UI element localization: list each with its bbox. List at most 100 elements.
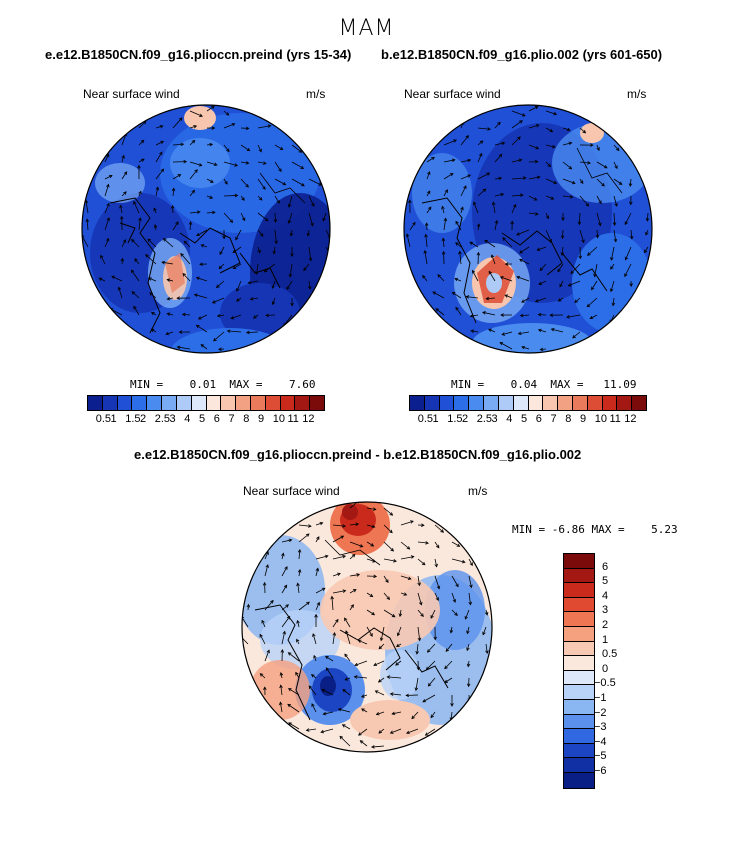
wind-arrow bbox=[383, 592, 390, 600]
wind-arrow bbox=[274, 195, 280, 204]
wind-arrow-head bbox=[434, 563, 438, 568]
wind-arrow-head bbox=[436, 585, 441, 590]
wind-arrow-head bbox=[424, 222, 429, 227]
wind-arrow bbox=[645, 229, 649, 236]
wind-arrow-head bbox=[332, 631, 337, 636]
colorbar-tick-label: 7 bbox=[228, 413, 235, 425]
wind-arrow-head bbox=[574, 299, 578, 303]
wind-arrow bbox=[308, 685, 317, 696]
wind-arrow-head bbox=[466, 630, 470, 635]
wind-arrow-head bbox=[504, 294, 509, 298]
wind-arrow-head bbox=[472, 269, 476, 274]
wind-arrow-head bbox=[504, 262, 509, 266]
wind-arrow bbox=[528, 176, 540, 180]
wind-arrow-head bbox=[395, 662, 399, 666]
wind-arrow bbox=[240, 195, 245, 201]
wind-arrow bbox=[378, 677, 385, 683]
wind-arrow bbox=[434, 558, 438, 567]
wind-arrow-head bbox=[603, 165, 608, 169]
wind-arrow bbox=[450, 626, 453, 633]
wind-arrow-head bbox=[460, 206, 464, 211]
diff-min-value: -6.86 bbox=[551, 523, 585, 536]
wind-arrow-head bbox=[467, 174, 472, 178]
colorbar-tick-label: 2 bbox=[140, 413, 147, 425]
wind-arrow bbox=[291, 178, 305, 187]
wind-arrow-head bbox=[451, 158, 456, 163]
wind-arrow bbox=[366, 541, 374, 547]
wind-arrow-head bbox=[166, 278, 171, 282]
diff-colorbar bbox=[563, 553, 595, 789]
right-min-label: MIN = bbox=[451, 378, 485, 391]
wind-arrow bbox=[138, 121, 147, 129]
wind-arrow bbox=[613, 161, 618, 169]
left-max-value: 7.60 bbox=[289, 378, 316, 391]
wind-arrow bbox=[459, 251, 462, 265]
wind-arrow bbox=[366, 609, 375, 616]
wind-arrow bbox=[189, 169, 198, 180]
wind-arrow bbox=[494, 220, 498, 231]
wind-arrow-head bbox=[430, 714, 434, 719]
wind-arrow-head bbox=[355, 522, 360, 527]
wind-arrow-head bbox=[297, 548, 302, 553]
wind-arrow-head bbox=[219, 251, 223, 256]
wind-arrow-head bbox=[498, 176, 503, 181]
wind-arrow-head bbox=[282, 181, 287, 186]
wind-arrow-head bbox=[337, 707, 342, 712]
wind-arrow-head bbox=[450, 703, 454, 707]
wind-arrow bbox=[297, 583, 300, 594]
colorbar-swatch bbox=[564, 670, 594, 686]
wind-arrow bbox=[610, 280, 615, 292]
wind-arrow bbox=[240, 212, 246, 221]
wind-arrow bbox=[494, 142, 505, 146]
wind-arrow bbox=[511, 120, 523, 129]
wind-arrow-head bbox=[287, 703, 291, 708]
wind-arrow bbox=[444, 660, 453, 669]
colorbar-swatch bbox=[564, 641, 594, 657]
colorbar-tick-label: 2 bbox=[462, 413, 469, 425]
diff-minmax: MIN = -6.86 MAX = 5.23 bbox=[512, 523, 678, 536]
wind-arrow bbox=[378, 728, 385, 734]
wind-arrow bbox=[426, 190, 431, 197]
wind-arrow bbox=[378, 643, 385, 649]
wind-arrow-head bbox=[398, 613, 403, 618]
wind-arrow-head bbox=[370, 543, 375, 547]
wind-arrow bbox=[589, 314, 598, 319]
wind-arrow bbox=[223, 161, 238, 167]
wind-arrow bbox=[383, 609, 396, 618]
wind-arrow bbox=[235, 229, 242, 240]
colorbar-swatch bbox=[564, 772, 594, 788]
wind-arrow-head bbox=[551, 144, 556, 149]
wind-arrow bbox=[383, 507, 393, 516]
colorbar-swatch bbox=[439, 396, 455, 410]
wind-arrow-head bbox=[178, 117, 183, 121]
colorbar-swatch bbox=[117, 396, 133, 410]
wind-arrow-head bbox=[131, 238, 135, 243]
wind-arrow-head bbox=[467, 158, 472, 163]
wind-arrow-head bbox=[581, 239, 585, 244]
wind-arrow bbox=[281, 604, 289, 611]
wind-arrow bbox=[223, 195, 238, 197]
wind-arrow bbox=[428, 677, 436, 687]
wind-arrow bbox=[444, 677, 453, 683]
diff-wind-vectors bbox=[242, 502, 489, 749]
wind-arrow bbox=[579, 178, 584, 184]
wind-arrow bbox=[298, 601, 310, 611]
wind-arrow-head bbox=[188, 221, 193, 225]
wind-arrow bbox=[172, 188, 175, 197]
wind-arrow bbox=[264, 263, 276, 273]
colorbar-swatch bbox=[280, 396, 296, 410]
wind-arrow bbox=[502, 237, 513, 248]
wind-arrow bbox=[342, 724, 351, 730]
wind-arrow-head bbox=[316, 536, 320, 540]
wind-arrow-head bbox=[330, 595, 334, 600]
wind-arrow-head bbox=[596, 147, 600, 152]
wind-arrow-head bbox=[441, 205, 445, 210]
wind-arrow bbox=[121, 171, 128, 180]
wind-arrow-head bbox=[421, 561, 426, 566]
wind-arrow bbox=[307, 229, 310, 237]
wind-arrow bbox=[434, 592, 439, 601]
colorbar-swatch bbox=[602, 396, 618, 410]
wind-arrow bbox=[298, 524, 311, 527]
wind-arrow-head bbox=[601, 182, 605, 187]
wind-arrow-head bbox=[165, 331, 170, 336]
